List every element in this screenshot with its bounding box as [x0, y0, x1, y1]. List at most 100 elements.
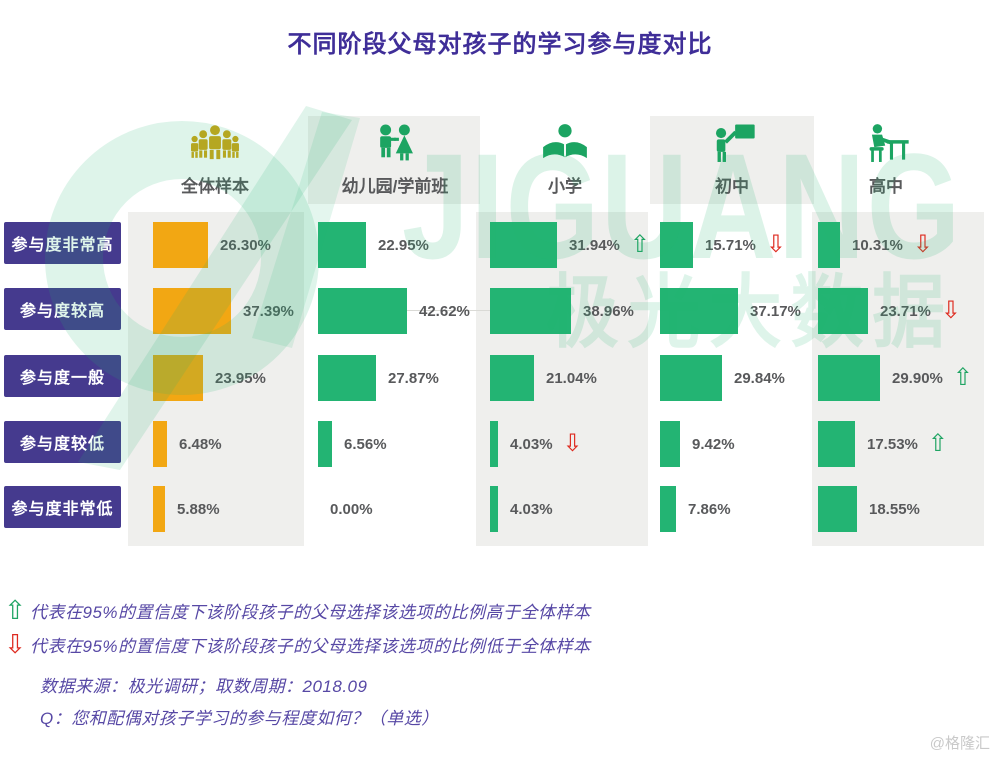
- bar-value: 22.95%: [378, 222, 429, 268]
- bar-value: 4.03% ⇩: [510, 421, 583, 467]
- significance-up-arrow-icon: ⇧: [629, 231, 650, 258]
- bar-value-text: 7.86%: [688, 500, 731, 518]
- bar-value-text: 37.17%: [750, 302, 801, 320]
- bar: [818, 288, 868, 334]
- bar: [153, 222, 208, 268]
- bar-value: 23.71% ⇩: [880, 288, 961, 334]
- bar-value: 42.62%: [419, 288, 470, 334]
- bar-value-text: 18.55%: [869, 500, 920, 518]
- significance-up-arrow-icon: ⇧: [927, 430, 948, 457]
- column-header-label: 全体样本: [181, 177, 249, 196]
- significance-down-arrow-icon: ⇩: [940, 297, 961, 324]
- bar-value-text: 42.62%: [419, 302, 470, 320]
- bar: [660, 421, 680, 467]
- credit-watermark: @格隆汇: [929, 735, 990, 752]
- bar-value-text: 6.56%: [344, 435, 387, 453]
- bar-value-text: 37.39%: [243, 302, 294, 320]
- bar-value-text: 17.53%: [867, 435, 918, 453]
- bar-value-text: 31.94%: [569, 236, 620, 254]
- row-label: 参与度非常高: [4, 222, 121, 264]
- bar-value: 23.95%: [215, 355, 266, 401]
- bar-value: 10.31% ⇩: [852, 222, 933, 268]
- bar-value: 27.87%: [388, 355, 439, 401]
- column-header-label: 幼儿园/学前班: [341, 177, 449, 196]
- bar-value: 38.96%: [583, 288, 634, 334]
- bar-value: 31.94% ⇧: [569, 222, 650, 268]
- question-row: Q：您和配偶对孩子学习的参与程度如何？（单选）: [0, 704, 439, 729]
- significance-down-arrow-icon: ⇩: [912, 231, 933, 258]
- bar-value-text: 29.90%: [892, 369, 943, 387]
- bar: [318, 222, 366, 268]
- bar-value: 0.00%: [330, 486, 373, 532]
- bar: [660, 222, 693, 268]
- bar: [490, 355, 534, 401]
- bar-value: 26.30%: [220, 222, 271, 268]
- bar-value-text: 15.71%: [705, 236, 756, 254]
- bar: [660, 355, 722, 401]
- bar-value-text: 29.84%: [734, 369, 785, 387]
- header-panel: [650, 116, 814, 204]
- significance-up-arrow-icon: ⇧: [952, 364, 973, 391]
- bar-value-text: 10.31%: [852, 236, 903, 254]
- down-arrow-icon: ⇩: [4, 629, 26, 659]
- row-label: 参与度较高: [4, 288, 121, 330]
- bar-value: 37.17%: [750, 288, 801, 334]
- bar: [490, 288, 571, 334]
- row-label: 参与度一般: [4, 355, 121, 397]
- row-label: 参与度非常低: [4, 486, 121, 528]
- bar-value-text: 5.88%: [177, 500, 220, 518]
- bar-value: 15.71% ⇩: [705, 222, 786, 268]
- column-header-label: 初中: [715, 177, 749, 196]
- bar-value-text: 4.03%: [510, 500, 553, 518]
- bar-value: 29.84%: [734, 355, 785, 401]
- bar-value: 21.04%: [546, 355, 597, 401]
- bar-value: 29.90% ⇧: [892, 355, 973, 401]
- column-header-label: 高中: [869, 177, 903, 196]
- bar: [318, 288, 407, 334]
- bar-value-text: 6.48%: [179, 435, 222, 453]
- up-arrow-icon: ⇧: [4, 595, 26, 625]
- bar: [153, 421, 167, 467]
- chart-title: 不同阶段父母对孩子的学习参与度对比: [287, 31, 713, 58]
- column-icon-crowd-icon: [189, 118, 241, 168]
- bar: [818, 355, 880, 401]
- legend-up-row: ⇧ 代表在95%的置信度下该阶段孩子的父母选择该选项的比例高于全体样本: [0, 596, 591, 624]
- bar-value: 4.03%: [510, 486, 553, 532]
- bar: [490, 222, 557, 268]
- bar: [153, 288, 231, 334]
- bar: [490, 486, 498, 532]
- bar: [318, 355, 376, 401]
- bar-value: 6.56%: [344, 421, 387, 467]
- column-icon-reading-child-icon: [539, 118, 591, 168]
- bar-value: 6.48%: [179, 421, 222, 467]
- source-row: 数据来源：极光调研；取数周期：2018.09: [0, 672, 367, 697]
- bar: [318, 421, 332, 467]
- bar: [818, 222, 840, 268]
- bar-value: 37.39%: [243, 288, 294, 334]
- bar: [818, 421, 855, 467]
- bar-value-text: 27.87%: [388, 369, 439, 387]
- bar-value: 17.53% ⇧: [867, 421, 948, 467]
- bar-value: 5.88%: [177, 486, 220, 532]
- bar-value: 18.55%: [869, 486, 920, 532]
- header-panel: [308, 116, 480, 204]
- legend-down-row: ⇩ 代表在95%的置信度下该阶段孩子的父母选择该选项的比例低于全体样本: [0, 630, 591, 658]
- column-icon-children-icon: [369, 118, 421, 168]
- bar: [153, 486, 165, 532]
- legend-down-text: 代表在95%的置信度下该阶段孩子的父母选择该选项的比例低于全体样本: [30, 636, 591, 656]
- bar-value-text: 22.95%: [378, 236, 429, 254]
- bar: [490, 421, 498, 467]
- significance-down-arrow-icon: ⇩: [562, 430, 583, 457]
- column-icon-student-desk-icon: [860, 118, 912, 168]
- bar-value: 9.42%: [692, 421, 735, 467]
- bar: [818, 486, 857, 532]
- bar: [660, 288, 738, 334]
- bar-value-text: 23.71%: [880, 302, 931, 320]
- legend-up-text: 代表在95%的置信度下该阶段孩子的父母选择该选项的比例高于全体样本: [30, 602, 591, 622]
- column-header-label: 小学: [548, 177, 582, 196]
- connector-line: [407, 310, 490, 311]
- column-icon-teacher-board-icon: [706, 118, 758, 168]
- bar: [660, 486, 676, 532]
- row-label: 参与度较低: [4, 421, 121, 463]
